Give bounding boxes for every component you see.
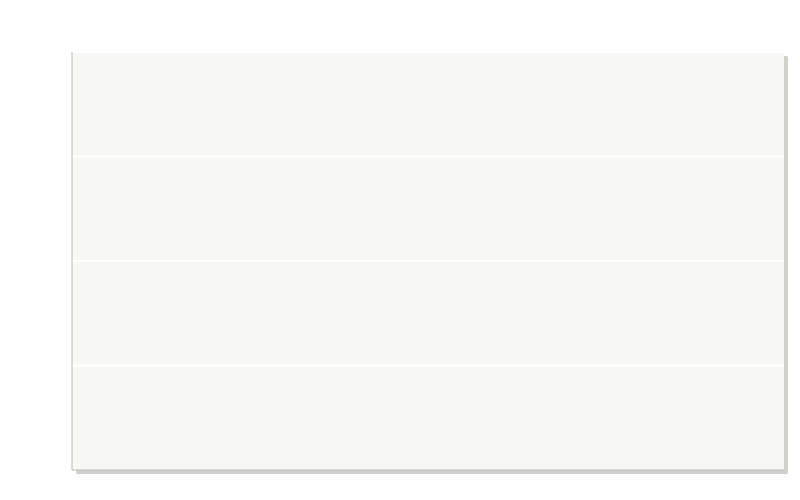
line-chart bbox=[0, 0, 800, 500]
chart-container bbox=[0, 0, 800, 500]
